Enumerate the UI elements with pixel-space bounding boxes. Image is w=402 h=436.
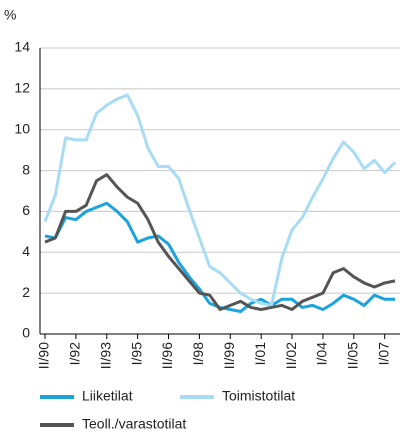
x-tick-label: II/99 xyxy=(221,342,237,369)
x-tick-label: I/98 xyxy=(190,342,206,366)
line-series xyxy=(43,93,397,307)
y-tick-label: 2 xyxy=(22,284,30,300)
y-tick-label: 12 xyxy=(14,80,30,96)
y-tick-label: 4 xyxy=(22,243,30,259)
x-tick-label: II/05 xyxy=(345,342,361,369)
y-axis-label: % xyxy=(4,7,16,23)
x-tick-label: II/93 xyxy=(97,342,113,369)
legend-label: Toimistotilat xyxy=(222,388,295,404)
x-tick-label: I/95 xyxy=(128,342,144,366)
x-tick-label: II/90 xyxy=(36,342,52,369)
legend-label: Liiketilat xyxy=(82,388,133,404)
x-tick-label: I/01 xyxy=(252,342,268,366)
y-tick-label: 6 xyxy=(22,202,30,218)
legend-label: Teoll./varastotilat xyxy=(82,416,186,432)
x-tick-label: II/96 xyxy=(159,342,175,369)
y-tick-label: 0 xyxy=(22,325,30,341)
y-tick-label: 8 xyxy=(22,161,30,177)
y-tick-label: 14 xyxy=(14,39,30,55)
x-tick-label: I/07 xyxy=(375,342,391,366)
x-tick-label: II/02 xyxy=(283,342,299,369)
x-tick-label: I/04 xyxy=(314,342,330,366)
line-series xyxy=(44,173,396,311)
line-series xyxy=(44,201,395,314)
x-tick-label: I/92 xyxy=(67,342,83,366)
y-tick-label: 10 xyxy=(14,120,30,136)
